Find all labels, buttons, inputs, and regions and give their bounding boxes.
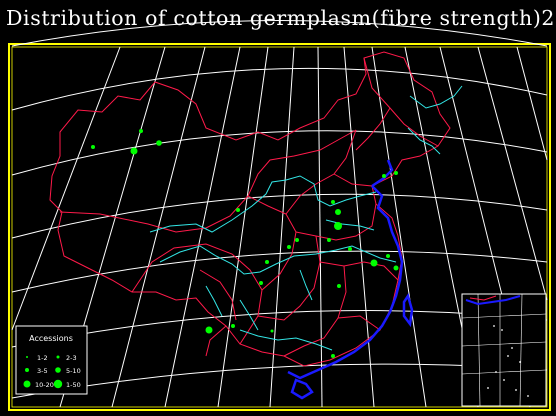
legend-title: Accessions xyxy=(29,334,73,343)
south-china-sea-inset xyxy=(461,293,547,407)
map-title: Distribution of cotton germplasm(fibre s… xyxy=(6,6,556,30)
accession-point xyxy=(335,209,341,215)
longitude-line xyxy=(343,46,375,408)
accession-point xyxy=(156,140,162,146)
river-tributary xyxy=(299,269,313,301)
latitude-line xyxy=(11,20,548,47)
longitude-line xyxy=(371,46,427,408)
province-borders xyxy=(49,51,451,367)
accession-points xyxy=(91,129,399,358)
inset-islands xyxy=(487,325,529,397)
province-border xyxy=(59,211,207,233)
accession-point xyxy=(334,222,342,230)
accession-point xyxy=(265,260,269,264)
province-border xyxy=(363,57,439,147)
province-border xyxy=(337,315,381,331)
latitude-line xyxy=(11,250,548,293)
province-border xyxy=(205,325,227,357)
latitude-line xyxy=(11,130,548,176)
river-tributary xyxy=(205,285,223,317)
province-border xyxy=(333,173,373,187)
accession-point xyxy=(270,329,274,333)
accession-point xyxy=(393,265,399,271)
legend-label: 3-5 xyxy=(37,367,48,375)
pearl-river xyxy=(239,329,333,351)
longitude-line xyxy=(477,46,548,301)
accession-point xyxy=(337,284,341,288)
huai-river xyxy=(325,219,375,231)
longitude-line xyxy=(317,46,323,408)
legend: Accessions 1-2 3-5 10-20 2-3 5-10 1-50 xyxy=(15,325,88,395)
yangtze-river xyxy=(159,245,397,275)
accession-point xyxy=(236,208,240,212)
songhua-river xyxy=(407,127,441,155)
accession-point xyxy=(259,281,263,285)
legend-label: 5-10 xyxy=(66,367,81,375)
province-border xyxy=(295,203,377,241)
latitude-line xyxy=(11,193,548,239)
legend-label: 2-3 xyxy=(66,354,77,362)
legend-label: 10-20 xyxy=(35,381,54,389)
longitude-line xyxy=(516,46,548,161)
accession-point xyxy=(382,174,386,178)
legend-marker xyxy=(26,356,28,358)
accession-point xyxy=(231,324,235,328)
map-frame-border xyxy=(8,43,551,411)
legend-marker xyxy=(23,380,31,388)
river-tributary xyxy=(239,299,259,331)
accession-point xyxy=(331,200,335,204)
accession-point xyxy=(327,238,331,242)
accession-point xyxy=(348,247,352,251)
province-border xyxy=(319,261,399,281)
longitude-line xyxy=(11,46,121,331)
latitude-line xyxy=(11,67,548,111)
bohai-coast xyxy=(371,159,394,188)
east-coast xyxy=(287,185,404,380)
province-border xyxy=(355,107,391,151)
province-border xyxy=(205,129,357,229)
accession-point xyxy=(386,254,390,258)
taiwan-island xyxy=(402,293,414,328)
accession-point xyxy=(91,145,95,149)
province-border xyxy=(199,269,237,321)
longitude-line xyxy=(217,46,269,408)
legend-marker xyxy=(56,355,60,359)
map-frame-inner-border xyxy=(11,46,548,408)
province-border xyxy=(283,265,347,357)
accession-point xyxy=(287,245,291,249)
accession-point xyxy=(370,259,378,267)
accession-point xyxy=(130,147,138,155)
accession-point xyxy=(394,171,398,175)
province-border xyxy=(285,129,357,215)
legend-label: 1-50 xyxy=(66,381,81,389)
accession-point xyxy=(205,326,213,334)
yellow-river xyxy=(149,175,377,233)
national-border xyxy=(49,51,451,367)
province-border xyxy=(131,243,263,345)
province-border xyxy=(257,235,321,321)
accession-point xyxy=(139,129,143,133)
inset-border xyxy=(469,295,497,301)
coastline xyxy=(287,159,414,400)
accession-point xyxy=(331,354,335,358)
inset-coastline xyxy=(465,295,521,306)
longitude-line xyxy=(269,46,295,408)
inset-frame xyxy=(461,293,547,407)
legend-label: 1-2 xyxy=(37,354,48,362)
rivers xyxy=(149,85,463,351)
accession-point xyxy=(295,238,299,242)
legend-marker xyxy=(25,368,29,372)
heilong-river xyxy=(409,85,463,109)
legend-marker xyxy=(53,379,63,389)
hainan-island xyxy=(290,378,314,400)
legend-marker xyxy=(55,367,61,373)
